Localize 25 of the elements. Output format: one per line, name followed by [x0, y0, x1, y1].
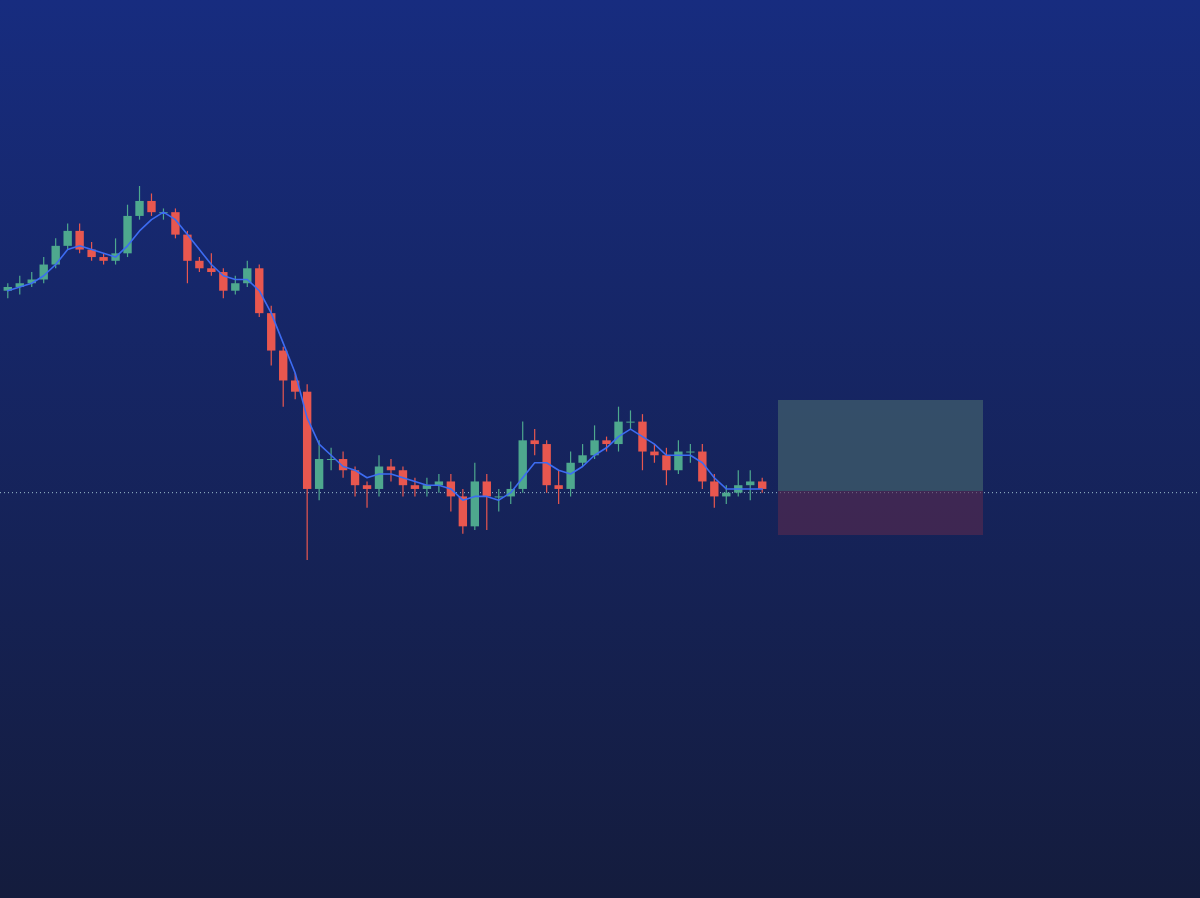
candlestick: [434, 473, 444, 494]
candlestick: [494, 488, 503, 512]
candlestick: [482, 473, 491, 531]
candlestick: [578, 443, 587, 468]
candlestick: [662, 447, 671, 486]
candlestick: [686, 443, 695, 464]
candlestick: [135, 185, 144, 221]
candlestick: [614, 406, 623, 453]
candlestick: [207, 252, 216, 277]
candlestick: [626, 409, 635, 430]
candlestick: [710, 473, 719, 509]
candlestick: [63, 222, 72, 251]
candlestick: [147, 192, 156, 217]
candlestick: [746, 469, 755, 501]
candlestick: [87, 241, 96, 262]
candlestick: [362, 480, 372, 509]
candlestick: [219, 267, 228, 299]
candlestick: [75, 222, 84, 254]
candlestick: [171, 207, 180, 239]
candlestick: [530, 428, 539, 456]
candlestick: [554, 469, 563, 505]
candlestick: [231, 275, 240, 296]
candlestick: [51, 237, 60, 269]
candlestick: [410, 477, 420, 498]
candlestick: [590, 424, 599, 460]
